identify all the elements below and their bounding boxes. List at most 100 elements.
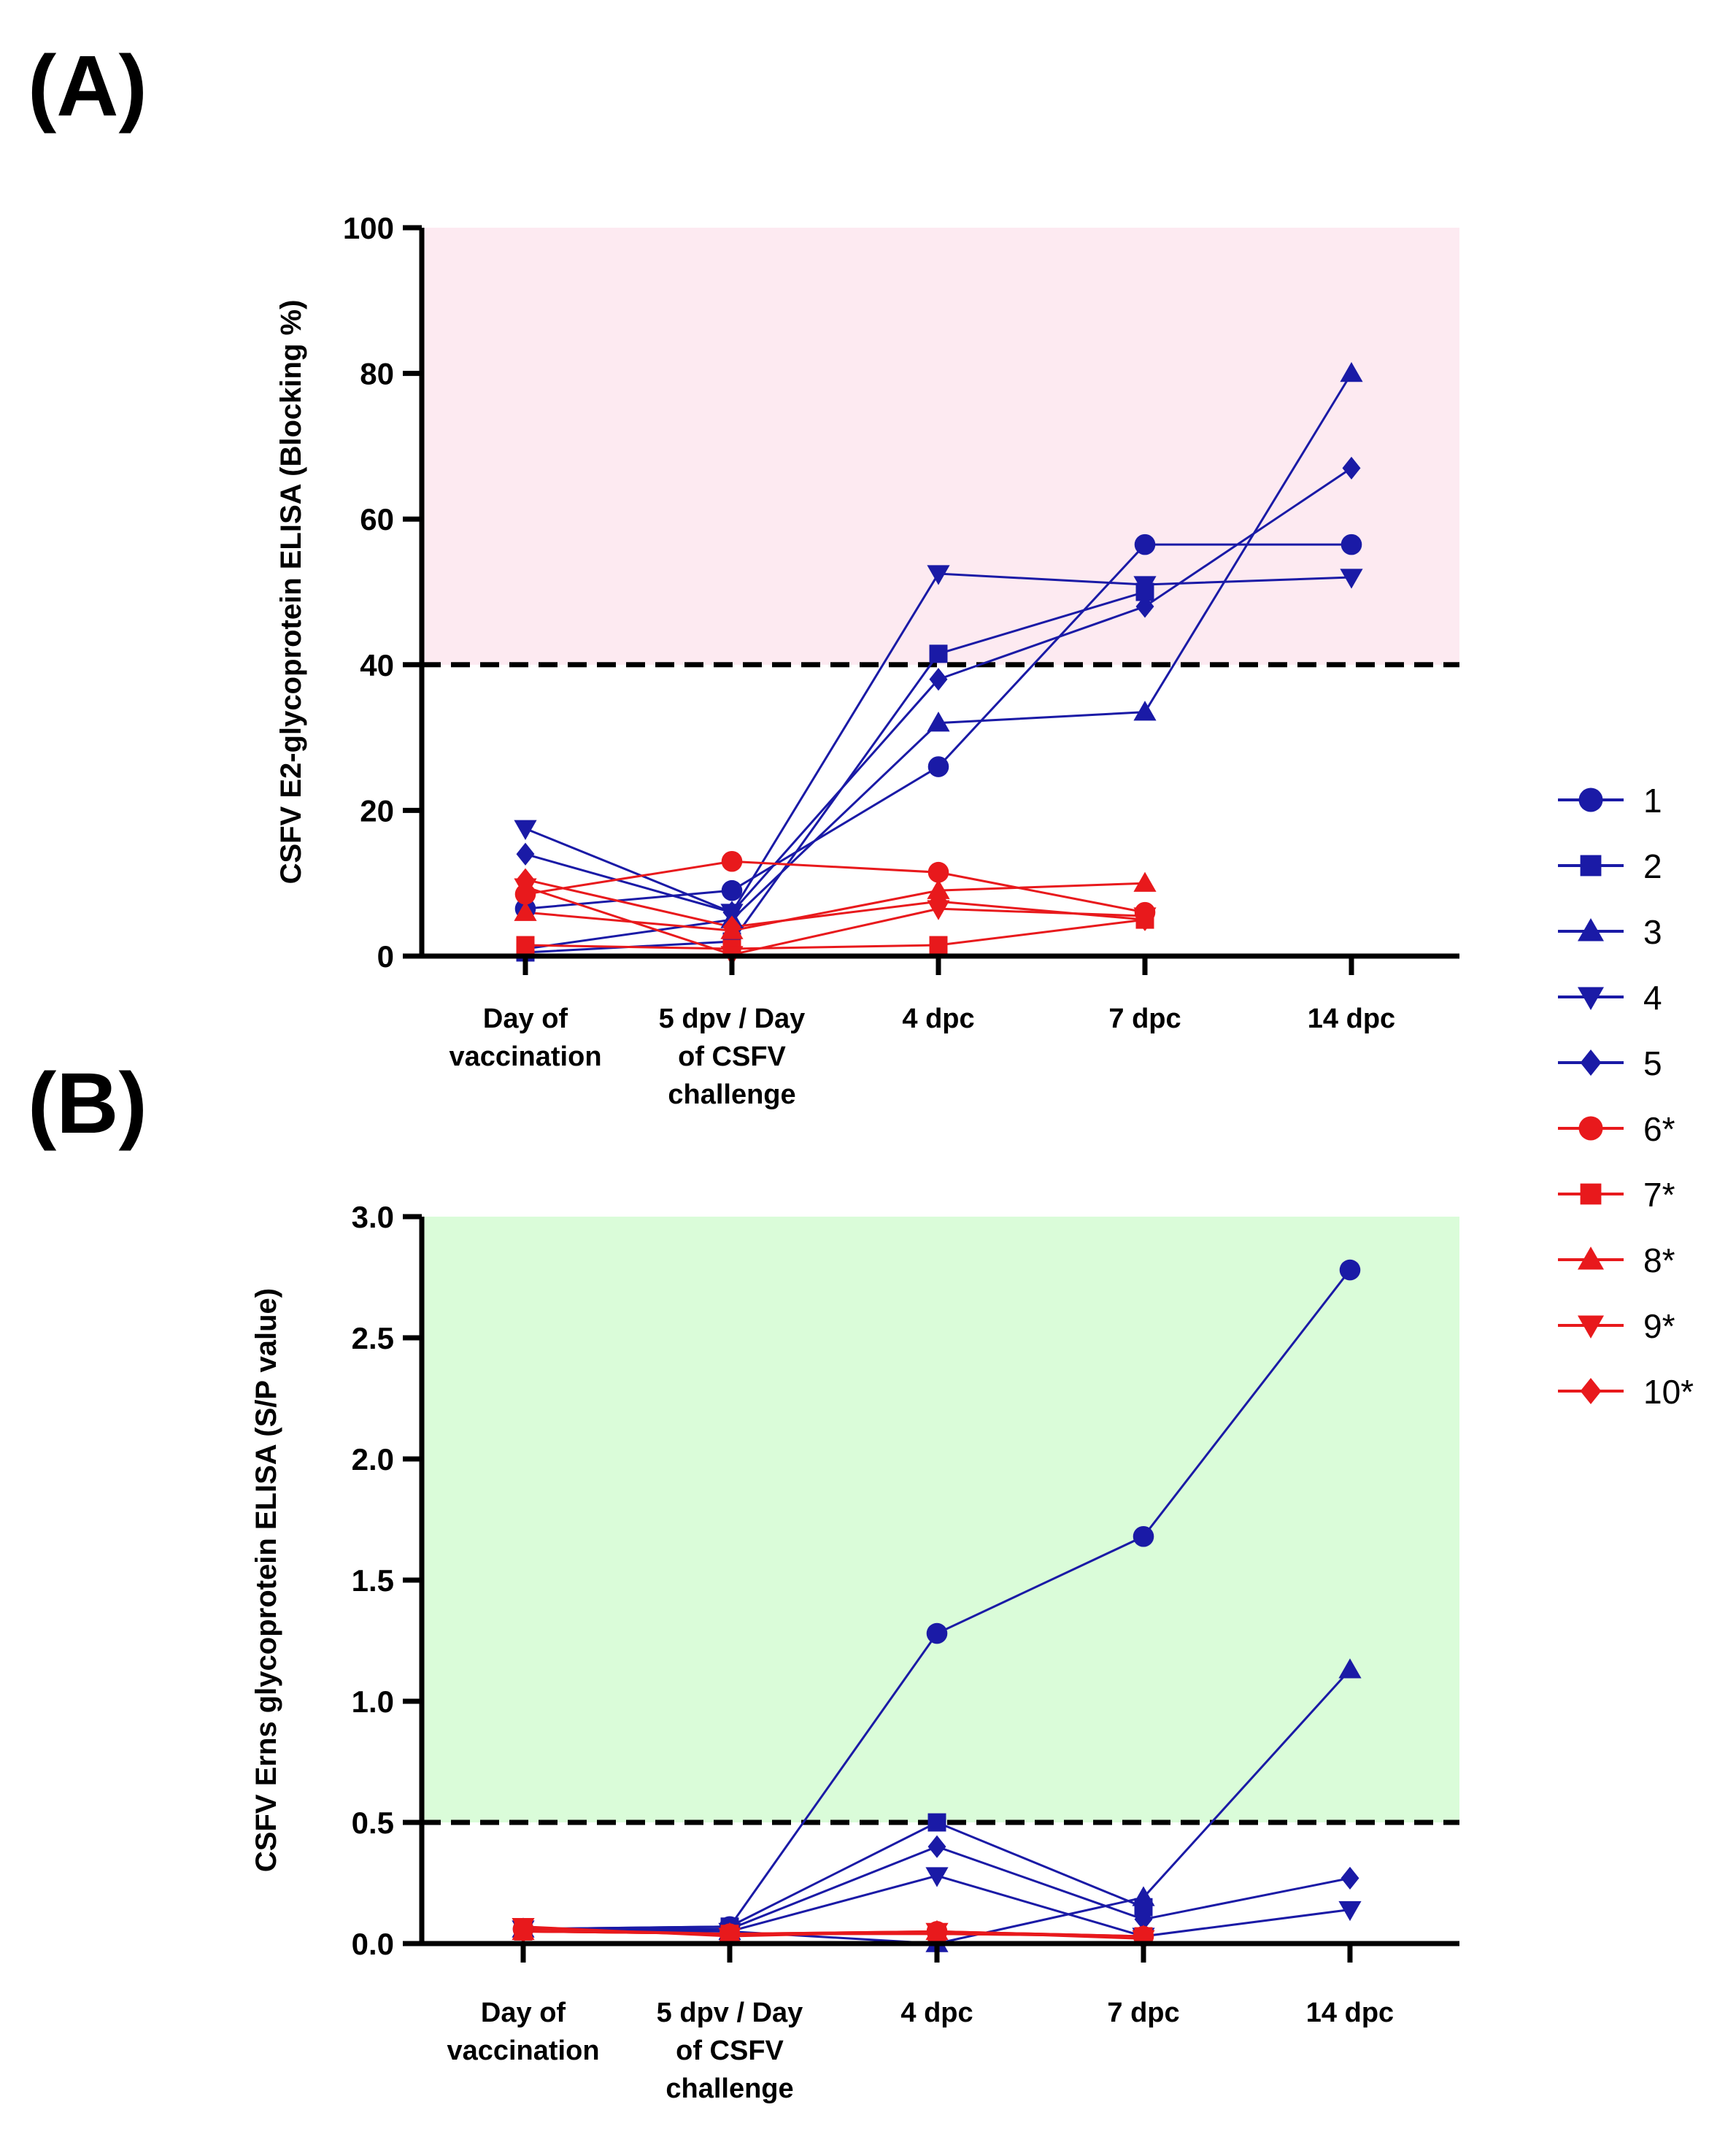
legend-label: 2	[1643, 847, 1662, 885]
y-tick-label: 3.0	[352, 1200, 394, 1234]
y-axis-title: CSFV E2-glycoprotein ELISA (Blocking %)	[275, 300, 307, 885]
data-point-5	[722, 901, 741, 924]
data-point-4	[925, 1867, 949, 1887]
data-point-3	[1133, 701, 1157, 721]
x-tick-label: vaccination	[449, 1041, 601, 1072]
panel-label-a: (A)	[28, 38, 147, 134]
legend-marker	[1578, 918, 1604, 941]
series-line-9	[525, 885, 1146, 956]
data-point-1	[1133, 1525, 1154, 1547]
data-point-5	[516, 842, 535, 866]
data-point-5	[1135, 595, 1154, 618]
data-point-5	[927, 1835, 946, 1858]
data-point-6	[721, 850, 743, 872]
y-tick-label: 0.5	[352, 1806, 394, 1840]
data-point-10	[1135, 908, 1154, 931]
y-tick-label: 0	[377, 939, 394, 974]
x-tick-label: Day of	[481, 1998, 566, 2028]
legend-label: 10*	[1643, 1373, 1694, 1411]
legend-label: 9*	[1643, 1307, 1675, 1345]
data-point-5	[1340, 1866, 1359, 1890]
legend-marker	[1578, 787, 1603, 812]
legend-marker	[1578, 1315, 1604, 1339]
y-tick-label: 2.0	[352, 1442, 394, 1476]
data-point-2	[927, 1813, 946, 1832]
data-point-4	[1340, 569, 1363, 589]
series-line-6	[525, 860, 1146, 914]
legend-marker	[1580, 1378, 1602, 1404]
data-point-5	[929, 668, 948, 691]
data-point-3	[1132, 1886, 1155, 1906]
legend-label: 6*	[1643, 1110, 1675, 1148]
y-tick-label: 60	[360, 502, 394, 536]
data-point-1	[1134, 534, 1156, 555]
series-line-2	[522, 1821, 1144, 1930]
data-point-2	[929, 644, 948, 663]
series-line-8	[525, 882, 1146, 932]
y-tick-label: 100	[343, 211, 394, 245]
y-tick-label: 1.0	[352, 1684, 394, 1719]
legend-label: 7*	[1643, 1176, 1675, 1214]
chart-a: 0 20 40 60 80 100 Day of vaccination 5 dpv / Day…	[275, 211, 1459, 1110]
x-tick-label: challenge	[666, 2073, 793, 2104]
data-point-8	[1133, 871, 1157, 892]
legend-marker	[1580, 1183, 1602, 1205]
y-tick-label: 1.5	[352, 1563, 394, 1598]
x-tick-label: 7 dpc	[1107, 1998, 1179, 2028]
legend-marker	[1578, 987, 1604, 1010]
data-point-4	[1338, 1901, 1362, 1922]
x-tick-label: 4 dpc	[902, 1004, 974, 1034]
data-point-10	[722, 915, 741, 939]
data-point-3	[927, 712, 950, 732]
data-point-10	[514, 1919, 533, 1943]
data-point-10	[929, 890, 948, 913]
legend-marker	[1578, 1116, 1603, 1141]
x-tick-label: of CSFV	[676, 2036, 784, 2066]
legend-label: 5	[1643, 1044, 1662, 1082]
data-point-5	[1342, 456, 1361, 480]
data-point-10	[720, 1922, 739, 1946]
data-point-7	[516, 936, 535, 955]
data-point-3	[1340, 362, 1363, 382]
legend-label: 8*	[1643, 1241, 1675, 1279]
data-point-1	[721, 879, 743, 901]
legend-label: 3	[1643, 913, 1662, 951]
series-line-7	[525, 918, 1146, 950]
x-tick-label: 14 dpc	[1308, 1004, 1395, 1034]
data-point-10	[927, 1922, 946, 1946]
x-tick-label: 5 dpv / Day	[659, 1004, 806, 1034]
positive-region	[422, 228, 1459, 665]
y-tick-label: 80	[360, 357, 394, 391]
series-line-10	[522, 1930, 1144, 1938]
data-point-7	[929, 936, 948, 955]
legend-marker	[1578, 1247, 1604, 1270]
x-tick-label: Day of	[483, 1004, 568, 1034]
data-point-1	[1339, 1259, 1361, 1281]
y-axis-title: CSFV Erns glycoprotein ELISA (S/P value)	[250, 1288, 282, 1872]
data-point-4	[927, 565, 950, 585]
data-point-5	[1134, 1908, 1153, 1931]
panel-label-b: (B)	[28, 1055, 147, 1152]
data-point-8	[514, 901, 537, 921]
data-point-6	[927, 861, 949, 883]
chart-b: 0.0 0.5 1.0 1.5 2.0 2.5 3.0 Day of vaccination 5 …	[250, 1200, 1459, 2104]
x-tick-label: 4 dpc	[900, 1998, 973, 2028]
x-tick-label: 14 dpc	[1306, 1998, 1394, 2028]
y-tick-label: 0.0	[352, 1927, 394, 1961]
y-tick-label: 2.5	[352, 1321, 394, 1355]
data-point-10	[516, 868, 535, 891]
data-point-3	[1338, 1658, 1362, 1679]
x-tick-label: 7 dpc	[1108, 1004, 1181, 1034]
data-point-1	[1340, 534, 1362, 555]
legend-label: 1	[1643, 782, 1662, 820]
x-tick-label: 5 dpv / Day	[657, 1998, 803, 2028]
data-point-1	[926, 1622, 948, 1644]
positive-region	[422, 1217, 1459, 1822]
series-line-10	[525, 878, 1146, 928]
y-tick-label: 20	[360, 793, 394, 828]
x-tick-label: vaccination	[447, 2036, 599, 2066]
legend-marker	[1580, 855, 1602, 877]
series-line-5	[523, 1845, 1351, 1930]
legend-marker	[1580, 1050, 1602, 1076]
